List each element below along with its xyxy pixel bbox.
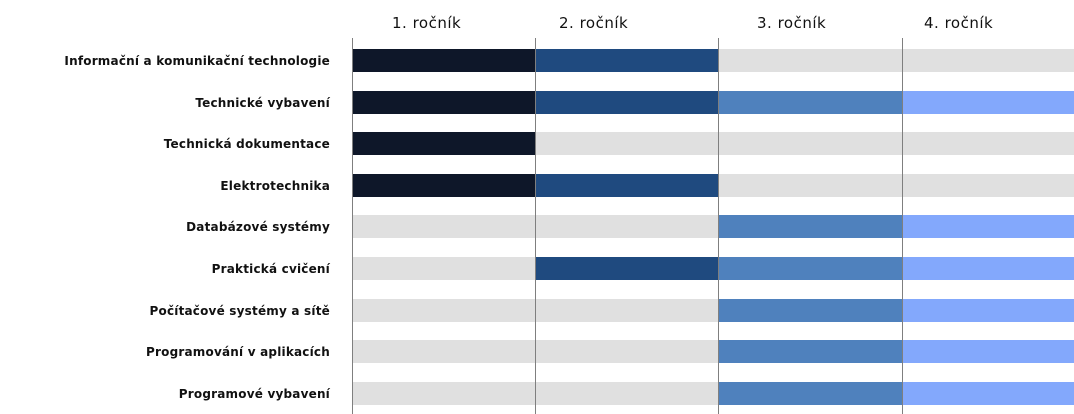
empty-cell xyxy=(718,49,902,72)
subject-label: Počítačové systémy a sítě xyxy=(149,304,330,318)
taught-cell xyxy=(718,91,902,114)
taught-cell xyxy=(718,382,902,405)
year-header-3: 3. ročník xyxy=(757,14,827,32)
taught-cell xyxy=(352,49,535,72)
empty-cell xyxy=(535,382,718,405)
taught-cell xyxy=(535,91,718,114)
taught-cell xyxy=(902,340,1074,363)
empty-cell xyxy=(352,382,535,405)
taught-cell xyxy=(535,257,718,280)
taught-cell xyxy=(535,49,718,72)
year-header-4: 4. ročník xyxy=(924,14,994,32)
taught-cell xyxy=(718,340,902,363)
subject-label: Elektrotechnika xyxy=(220,179,330,193)
empty-cell xyxy=(535,215,718,238)
empty-cell xyxy=(902,174,1074,197)
empty-cell xyxy=(352,299,535,322)
taught-cell xyxy=(352,91,535,114)
year-divider xyxy=(535,38,536,414)
empty-cell xyxy=(352,257,535,280)
empty-cell xyxy=(535,340,718,363)
empty-cell xyxy=(718,132,902,155)
taught-cell xyxy=(352,132,535,155)
subject-label: Technické vybavení xyxy=(195,96,330,110)
empty-cell xyxy=(352,340,535,363)
subject-label: Informační a komunikační technologie xyxy=(64,54,330,68)
taught-cell xyxy=(718,215,902,238)
subject-label: Praktická cvičení xyxy=(211,262,330,276)
subject-label: Technická dokumentace xyxy=(163,137,330,151)
empty-cell xyxy=(902,132,1074,155)
empty-cell xyxy=(902,49,1074,72)
taught-cell xyxy=(902,257,1074,280)
year-header-1: 1. ročník xyxy=(392,14,462,32)
year-divider xyxy=(902,38,903,414)
taught-cell xyxy=(902,382,1074,405)
empty-cell xyxy=(718,174,902,197)
taught-cell xyxy=(902,299,1074,322)
subject-label: Programové vybavení xyxy=(178,387,330,401)
subject-label: Programování v aplikacích xyxy=(146,345,330,359)
taught-cell xyxy=(902,215,1074,238)
taught-cell xyxy=(718,257,902,280)
year-divider xyxy=(352,38,353,414)
empty-cell xyxy=(535,132,718,155)
empty-cell xyxy=(352,215,535,238)
year-divider xyxy=(718,38,719,414)
taught-cell xyxy=(535,174,718,197)
subject-label: Databázové systémy xyxy=(186,220,330,234)
year-header-2: 2. ročník xyxy=(559,14,629,32)
taught-cell xyxy=(352,174,535,197)
taught-cell xyxy=(718,299,902,322)
empty-cell xyxy=(535,299,718,322)
taught-cell xyxy=(902,91,1074,114)
